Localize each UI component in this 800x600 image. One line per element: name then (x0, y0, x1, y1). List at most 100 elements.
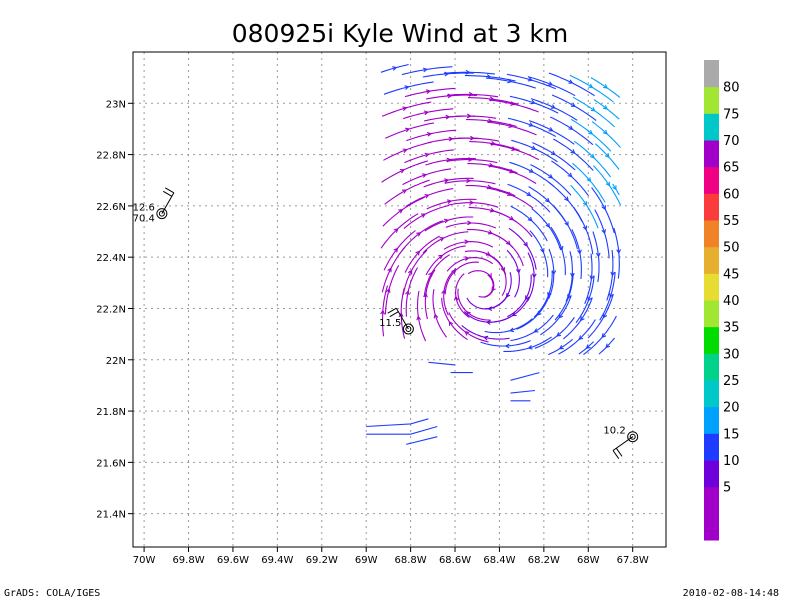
y-tick-label: 21.4N (96, 510, 126, 521)
colorbar-label: 75 (723, 107, 740, 122)
streamline-arrow (399, 168, 405, 174)
station-east: 10.2 (603, 426, 639, 459)
colorbar-label: 45 (723, 267, 740, 282)
streamline (406, 436, 438, 445)
colorbar-segment (704, 380, 719, 408)
streamline-arrow (558, 313, 564, 319)
streamline-arrow (601, 333, 607, 339)
streamline-arrow (531, 273, 537, 279)
streamline-arrow (550, 104, 556, 109)
station-value-secondary: 70.4 (133, 214, 155, 225)
streamline-arrow (415, 250, 421, 256)
streamline-arrow (548, 127, 554, 132)
x-tick-label: 69.2W (306, 555, 338, 566)
streamline (402, 168, 452, 186)
streamline-arrow (577, 249, 582, 255)
streamline (383, 81, 434, 95)
colorbar-label: 35 (723, 321, 740, 336)
colorbar-segment (704, 166, 719, 194)
streamline-arrow (468, 157, 474, 162)
streamline (527, 76, 576, 97)
streamline-arrow (536, 310, 542, 316)
streamline-arrow (511, 311, 517, 317)
streamline-arrow (416, 315, 422, 321)
streamline (594, 209, 610, 259)
streamline-arrow (426, 131, 433, 137)
streamline (549, 182, 583, 223)
colorbar: 5 10 15 20 25 30 35 40 45 50 55 60 65 70 75 80 (704, 60, 740, 541)
streamline-arrow (567, 294, 572, 300)
streamline-arrow (422, 67, 429, 73)
streamline-arrow (505, 240, 511, 246)
streamline (443, 241, 494, 250)
streamline (385, 122, 435, 139)
streamline-arrow (527, 345, 533, 350)
colorbar-label: 5 (723, 481, 731, 496)
streamline-arrow (485, 319, 491, 325)
streamline-arrow (507, 78, 513, 84)
streamline (570, 118, 612, 152)
streamline-arrow (507, 191, 513, 196)
streamline-arrow (587, 296, 592, 302)
x-axis-ticks: 70W 69.8W 69.6W 69.4W 69.2W 69W 68.8W 68.6W 68.4… (133, 547, 649, 566)
x-tick-label: 68.6W (439, 555, 471, 566)
streamline-arrow (407, 269, 413, 275)
colorbar-label: 30 (723, 347, 740, 362)
streamline (531, 208, 562, 251)
colorbar-label: 50 (723, 241, 740, 256)
streamline-arrow (426, 89, 432, 94)
streamline-arrow (448, 320, 454, 326)
streamline (380, 63, 409, 73)
colorbar-label: 15 (723, 427, 740, 442)
colorbar-label: 25 (723, 374, 740, 389)
streamline-arrow (580, 316, 585, 322)
streamline-arrow (589, 275, 595, 281)
streamline-arrow (523, 241, 528, 247)
wind-barb-flag (162, 190, 173, 197)
streamline (484, 318, 533, 334)
streamline (489, 209, 533, 238)
x-tick-label: 69.8W (172, 555, 204, 566)
colorbar-segment (704, 433, 719, 461)
streamline-arrow (589, 153, 595, 159)
wind-barb-flag (615, 447, 623, 457)
wind-barb-staff (161, 192, 175, 214)
station-value: 10.2 (603, 426, 625, 437)
streamline-arrow (393, 228, 399, 233)
streamline (530, 164, 572, 196)
x-tick-label: 70W (133, 555, 156, 566)
streamline-arrow (570, 149, 576, 154)
streamline (530, 98, 578, 121)
streamline-arrow (590, 106, 596, 112)
streamline (510, 205, 548, 242)
streamline-arrow (529, 168, 535, 173)
streamline-arrow (421, 173, 428, 178)
streamline-arrow (588, 83, 594, 88)
streamline (490, 143, 540, 161)
streamline-arrow (424, 193, 430, 199)
streamline-arrow (509, 216, 515, 221)
colorbar-segment (704, 60, 719, 88)
streamline-arrow (602, 313, 608, 319)
streamline-arrow (466, 113, 472, 119)
streamline-arrow (588, 129, 593, 135)
colorbar-segment (704, 86, 719, 114)
station-ring (402, 323, 414, 335)
streamline-arrow (540, 248, 545, 254)
streamline (366, 418, 429, 428)
colorbar-segment (704, 113, 719, 141)
streamline-arrow (578, 335, 584, 341)
streamline-arrow (511, 146, 517, 151)
streamline (381, 160, 429, 183)
colorbar-segment (704, 193, 719, 221)
y-tick-label: 23N (106, 99, 126, 110)
streamline-arrow (548, 81, 554, 86)
streamline (486, 187, 534, 209)
colorbar-label: 70 (723, 134, 740, 149)
wind-barb-flag (389, 311, 399, 318)
y-tick-label: 22.8N (96, 151, 126, 162)
colorbar-label: 65 (723, 161, 740, 176)
y-tick-label: 21.8N (96, 407, 126, 418)
streamline (381, 101, 432, 117)
